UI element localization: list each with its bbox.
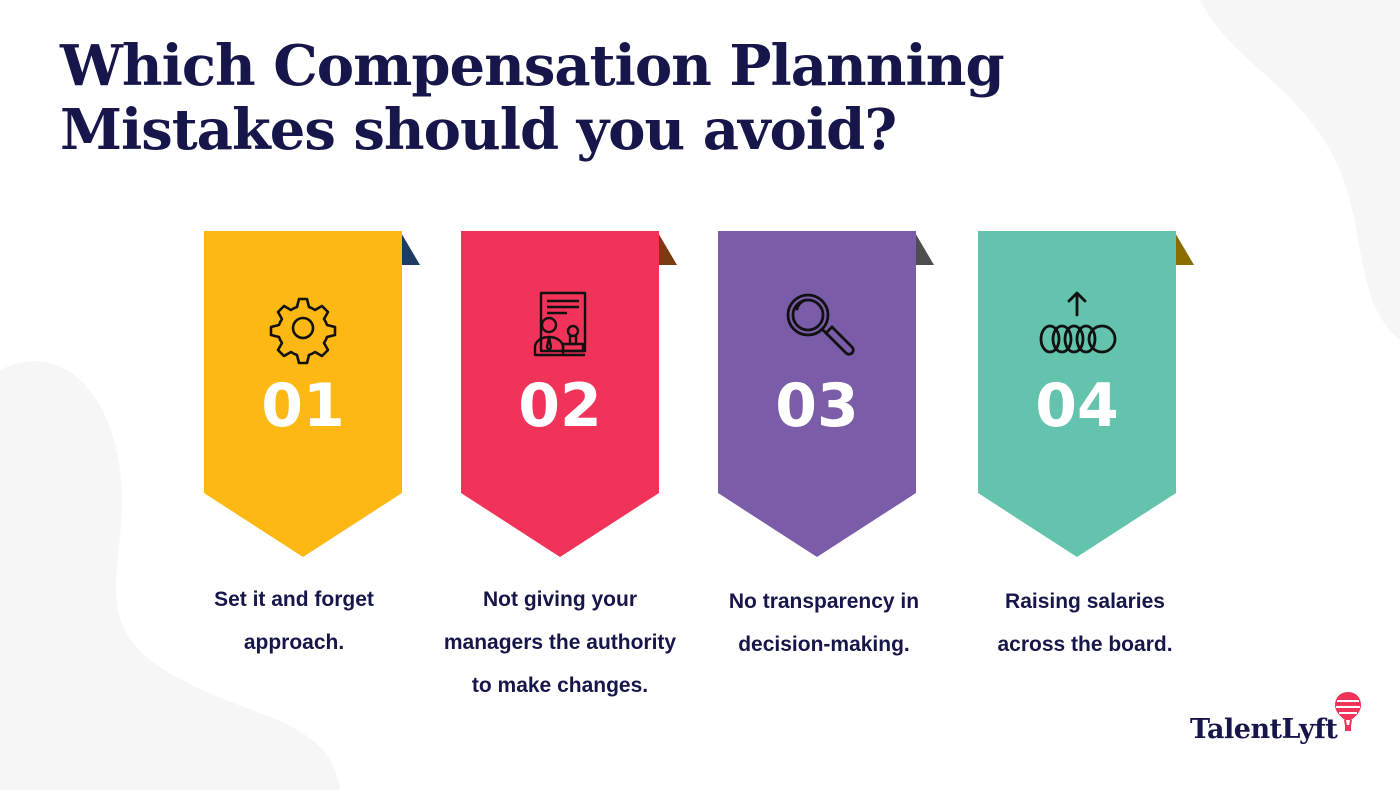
balloon-icon: [1335, 692, 1361, 731]
caption-line: decision-making.: [738, 633, 910, 656]
magnifying-glass-icon: [786, 293, 855, 356]
caption-line: Raising salaries: [1005, 590, 1165, 613]
ribbon-shape: [461, 231, 677, 557]
ribbon-shape: [718, 231, 934, 557]
page-title: Which Compensation Planning Mistakes sho…: [60, 33, 1005, 163]
title-line-2: Mistakes should you avoid?: [60, 97, 897, 163]
step-caption-03: No transparency in decision-making.: [694, 580, 954, 666]
step-ribbon-03: 03: [718, 231, 936, 557]
step-caption-01: Set it and forget approach.: [164, 578, 424, 664]
caption-line: across the board.: [997, 633, 1173, 656]
title-line-1: Which Compensation Planning: [60, 33, 1005, 99]
ribbon-body: [204, 231, 402, 557]
caption-line: managers the authority: [443, 631, 677, 654]
step-number: 01: [261, 371, 345, 441]
step-number: 03: [775, 371, 859, 441]
step-number: 02: [518, 371, 602, 441]
background-blob-left: [0, 361, 340, 790]
ribbon-body: [718, 231, 916, 557]
step-ribbon-04: 04: [978, 231, 1196, 557]
step-number: 04: [1035, 371, 1119, 441]
ribbon-fold: [914, 231, 934, 265]
ribbon-body: [978, 231, 1176, 557]
ribbon-shape: [204, 231, 420, 557]
caption-line: Not giving your: [483, 588, 637, 611]
step-ribbon-01: 01: [204, 231, 422, 557]
ribbon-fold: [1174, 231, 1194, 265]
step-caption-04: Raising salaries across the board.: [955, 580, 1215, 666]
step-caption-02: Not giving your managers the authority t…: [430, 578, 690, 707]
background-blob-right: [1200, 0, 1400, 340]
logo-wordmark: TalentLyft: [1190, 714, 1338, 745]
caption-line: No transparency in: [728, 590, 920, 613]
ribbon-shape: [978, 231, 1194, 557]
ribbon-fold: [400, 231, 420, 265]
manager-document-stamp-icon: [533, 291, 587, 357]
talentlyft-logo: TalentLyft: [1188, 690, 1368, 750]
gear-icon: [269, 297, 337, 365]
caption-line: approach.: [243, 631, 345, 654]
caption-line: Set it and forget: [214, 588, 374, 611]
caption-line: to make changes.: [471, 674, 649, 697]
step-ribbon-02: 02: [461, 231, 679, 557]
ribbon-fold: [657, 231, 677, 265]
ribbon-body: [461, 231, 659, 557]
coins-arrow-up-icon: [1039, 291, 1117, 354]
